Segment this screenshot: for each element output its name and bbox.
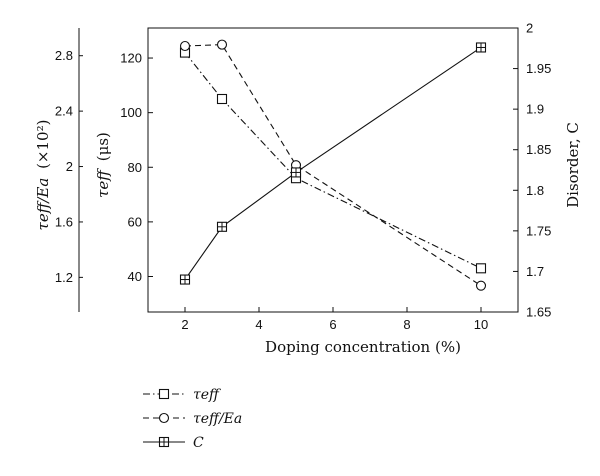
y-left-inner-tick-label: 80 — [128, 160, 142, 175]
y-right-tick-label: 1.8 — [526, 183, 544, 198]
x-tick-label: 10 — [474, 317, 488, 332]
legend-label-2: τeff/Ea — [193, 411, 242, 427]
series-3-point — [179, 274, 191, 285]
legend: τeff τeff/Ea C — [143, 387, 242, 451]
y-right-tick-label: 1.85 — [526, 142, 551, 157]
y-right-tick-label: 1.75 — [526, 223, 551, 238]
series-lines — [184, 44, 482, 287]
y-left-outer-tick-label: 1.6 — [55, 214, 73, 229]
y-left-inner-tick-label: 120 — [120, 51, 142, 66]
y-right-tick-label: 1.7 — [526, 264, 544, 279]
legend-label-3: C — [193, 435, 204, 451]
svg-text:τeff (μs): τeff (μs) — [94, 132, 112, 198]
x-tick-label: 8 — [403, 317, 410, 332]
y-left-inner-label-main: τeff — [94, 168, 112, 198]
legend-marker-3 — [158, 436, 170, 448]
y-left-inner-label-suffix: (μs) — [94, 132, 112, 161]
series-2-point — [216, 39, 228, 50]
series-1-point — [216, 93, 228, 105]
y-right-label: Disorder, C — [564, 122, 582, 208]
y-left-inner-label: τeff (μs) — [94, 132, 112, 198]
series-line-1 — [184, 52, 482, 269]
x-axis-label: Doping concentration (%) — [265, 338, 461, 356]
y-left-outer-tick-label: 1.2 — [55, 270, 73, 285]
series-3-point — [216, 221, 228, 232]
y-right-tick-label: 1.65 — [526, 305, 551, 320]
y-left-outer-tick-label: 2.8 — [55, 48, 73, 63]
series-line-2 — [184, 44, 482, 287]
y-left-inner-tick-label: 100 — [120, 105, 142, 120]
legend-marker-1 — [158, 388, 170, 400]
y-left-outer-tick-label: 2.4 — [55, 104, 73, 119]
y-left-outer-tick-label: 2 — [66, 159, 73, 174]
y-left-outer-label: τeff/Ea (×10²) — [34, 120, 52, 231]
x-tick-label: 6 — [329, 317, 336, 332]
series-2-point — [475, 280, 487, 291]
series-2-point — [179, 40, 191, 52]
y-right-tick-label: 1.9 — [526, 102, 544, 117]
legend-label-1: τeff — [193, 387, 221, 403]
series-3-point — [290, 167, 302, 178]
series-markers — [179, 39, 487, 291]
series-1-point — [475, 263, 487, 274]
legend-marker-2 — [158, 412, 170, 424]
series-3-point — [475, 42, 487, 53]
svg-text:τeff/Ea (×10²): τeff/Ea (×10²) — [34, 120, 52, 231]
x-tick-label: 4 — [255, 317, 262, 332]
y-right-tick-label: 2 — [526, 21, 533, 36]
y-left-inner-tick-label: 40 — [128, 269, 142, 284]
y-left-inner-tick-label: 60 — [128, 214, 142, 229]
axis-ticks: 2 4 6 8 10 40 60 80 100 120 1.2 1.6 2 2.4 2.8 1.65 1.7 1.… — [55, 21, 551, 333]
y-right-tick-label: 1.95 — [526, 61, 551, 76]
x-tick-label: 2 — [181, 317, 188, 332]
y-left-outer-label-main: τeff/Ea — [34, 178, 52, 231]
y-right-label-text: Disorder, C — [564, 122, 582, 208]
y-left-outer-label-suffix: (×10²) — [34, 120, 52, 169]
series-line-3 — [184, 47, 482, 280]
plot-frame — [147, 27, 519, 313]
